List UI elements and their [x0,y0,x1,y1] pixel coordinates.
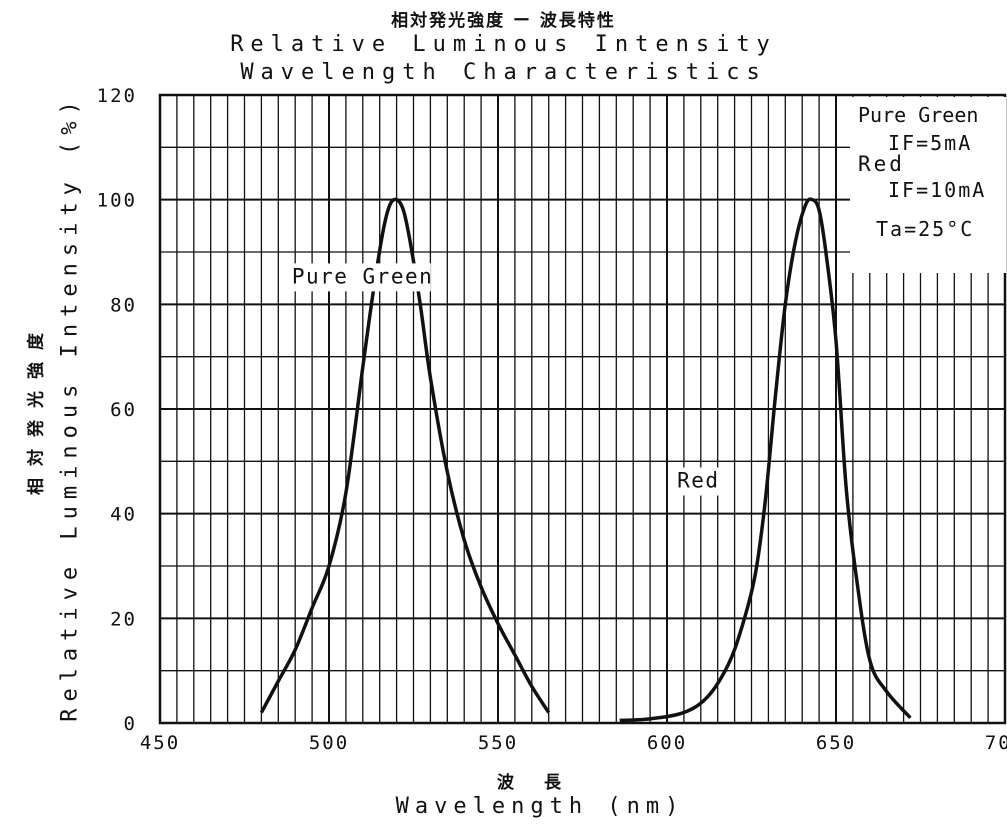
x-tick-label: 450 [140,732,180,754]
y-tick-label: 120 [97,85,137,107]
chart-title-line1: Relative Luminous Intensity [230,32,777,57]
series-line-red [619,197,912,723]
legend-box: Pure Green IF=5mA Red IF=10mA Ta=25°C [850,97,1006,273]
legend-line-pure-green: Pure Green [858,103,978,127]
x-tick-label: 550 [478,732,518,754]
x-axis-label: Wavelength (nm) [395,794,685,819]
plot-frame [158,93,1007,725]
curves [259,197,912,723]
series-label-bg [287,263,431,292]
x-tick-label: 600 [647,732,687,754]
tick-labels: 450 500 550 600 650 700 0 20 40 60 80 100 120 [97,85,1007,754]
legend-background [850,97,1006,273]
legend-line-ta: Ta=25°C [876,217,974,241]
legend-line-if-green: IF=5mA [888,131,972,155]
series-label-bg [673,467,722,496]
legend-line-red: Red [858,152,905,176]
x-tick-label: 650 [816,732,856,754]
series-labels: Pure Green Red [287,263,722,496]
x-tick-label: 700 [985,732,1007,754]
series-label-pure-green: Pure Green [292,264,433,288]
y-tick-label: 60 [110,399,137,421]
y-tick-label: 80 [110,294,137,316]
y-tick-label: 100 [97,190,137,212]
x-axis-label-jp: 波 長 [497,773,573,793]
y-tick-label: 20 [110,608,137,630]
x-tick-label: 500 [309,732,349,754]
chart-title-line2: Wavelength Characteristics [240,60,767,85]
series-line-pure-green [259,197,551,714]
grid [158,93,1007,725]
y-tick-label: 40 [110,504,137,526]
series-label-red: Red [677,469,719,493]
y-tick-label: 0 [124,713,137,735]
legend-line-if-red: IF=10mA [888,178,986,202]
chart-title-jp: 相対発光強度 ー 波長特性 [391,11,616,31]
